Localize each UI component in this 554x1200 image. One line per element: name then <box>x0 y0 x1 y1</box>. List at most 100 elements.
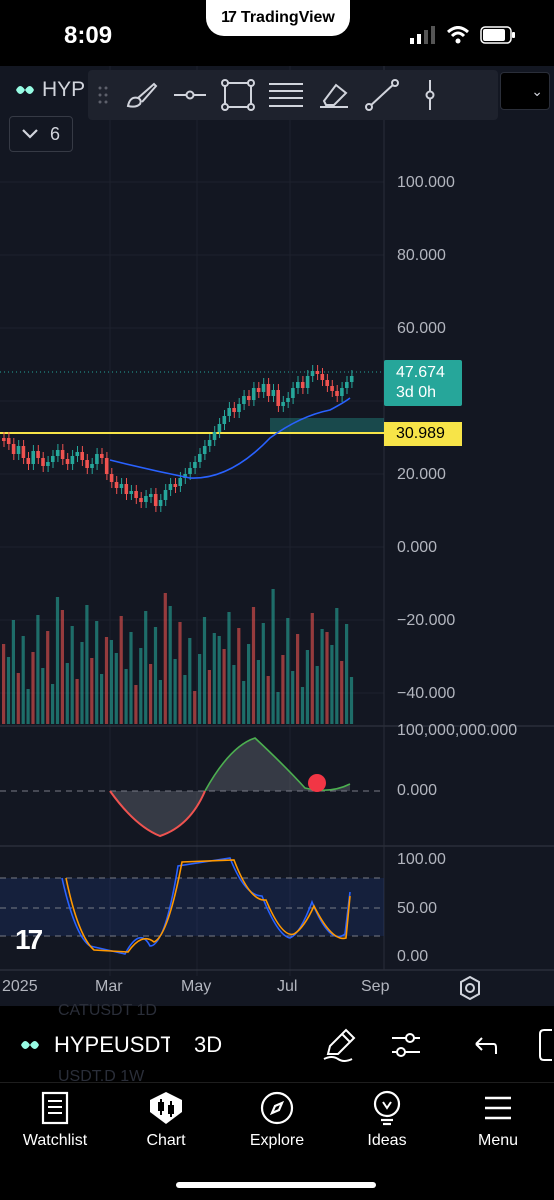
candle-body <box>340 388 344 396</box>
volume-bar <box>153 627 158 724</box>
moving-average-line <box>109 397 351 479</box>
bar-countdown: 3d 0h <box>396 384 437 401</box>
candle-body <box>315 371 320 374</box>
candle-body <box>193 462 197 468</box>
trend-line-icon[interactable] <box>358 70 406 120</box>
collapse-indicators-button[interactable]: 6 <box>9 116 73 152</box>
volume-bar <box>286 618 290 724</box>
vertical-line-icon[interactable] <box>406 70 454 120</box>
menu-icon <box>485 1096 511 1120</box>
lightbulb-icon <box>373 1090 401 1126</box>
volume-bar <box>330 645 334 724</box>
volume-bar <box>51 684 55 724</box>
nav-menu[interactable]: Menu <box>448 1090 548 1150</box>
rectangle-icon[interactable] <box>214 70 262 120</box>
chart-area[interactable] <box>0 66 554 1006</box>
candle-body <box>31 451 35 464</box>
volume-bar <box>124 669 128 724</box>
candle-body <box>124 484 129 494</box>
home-indicator[interactable] <box>176 1182 376 1188</box>
volume-bar <box>65 663 69 724</box>
nav-label: Chart <box>146 1132 186 1149</box>
interval-button[interactable]: 3D <box>194 1032 223 1057</box>
price-axis-label: 20.000 <box>397 466 446 483</box>
stoch-axis-label: 100.00 <box>397 851 446 868</box>
candle-body <box>139 498 143 502</box>
candle-body <box>158 500 163 506</box>
volume-bar <box>222 649 226 724</box>
candle-body <box>153 494 158 506</box>
indicators-icon[interactable] <box>390 1030 422 1060</box>
price-axis-label: −20.000 <box>397 612 456 629</box>
price-axis-label: 60.000 <box>397 320 446 337</box>
app-name: TradingView <box>240 9 335 26</box>
gear-icon[interactable] <box>458 976 482 1000</box>
macd-area-positive <box>205 738 350 791</box>
candle-body <box>129 491 133 494</box>
symbol-chip[interactable]: HYP <box>14 78 85 102</box>
volume-axis-label: 100,000,000.000 <box>397 722 518 739</box>
volume-bar <box>80 642 84 724</box>
volume-bar <box>242 681 246 724</box>
symbol-name[interactable]: HYPEUSDT <box>54 1032 170 1057</box>
volume-bar <box>21 636 25 724</box>
volume-bar <box>340 661 344 724</box>
hyperliquid-logo-icon <box>21 1041 39 1049</box>
candle-body <box>207 440 212 446</box>
chart-canvas[interactable] <box>0 66 554 1006</box>
symbol-bar: CATUSDT 1D USDT.D 1W <box>0 1002 554 1085</box>
candle-body <box>320 374 325 380</box>
fullscreen-icon[interactable] <box>536 1028 554 1062</box>
nav-explore[interactable]: Explore <box>227 1090 327 1150</box>
stoch-d-line <box>65 859 351 953</box>
volume-bar <box>75 679 79 724</box>
nav-chart[interactable]: Chart <box>116 1090 216 1150</box>
candle-body <box>198 454 202 462</box>
nav-ideas[interactable]: Ideas <box>337 1090 437 1150</box>
pen-icon[interactable] <box>322 1028 356 1062</box>
volume-bar <box>158 680 162 724</box>
candle-body <box>119 484 124 488</box>
interval-dropdown[interactable]: ⌄ <box>500 72 550 110</box>
candle-body <box>227 408 231 416</box>
brush-icon[interactable] <box>118 70 166 120</box>
stoch-k-line <box>61 857 351 955</box>
chevron-down-icon: ⌄ <box>531 82 543 99</box>
volume-bar <box>173 659 177 724</box>
candle-body <box>286 398 290 402</box>
drag-handle-icon[interactable] <box>88 70 118 120</box>
candle-body <box>100 454 104 458</box>
candle-body <box>11 444 16 454</box>
bottom-nav <box>0 1082 554 1200</box>
undo-icon[interactable] <box>472 1034 498 1056</box>
nav-label: Menu <box>477 1132 519 1149</box>
time-axis-label: 2025 <box>2 978 38 995</box>
candle-body <box>36 451 40 458</box>
volume-bar <box>46 631 50 724</box>
volume-bar <box>90 658 94 724</box>
price-axis-label: −40.000 <box>397 685 456 702</box>
volume-bar <box>183 675 187 724</box>
volume-bar <box>2 644 6 724</box>
macd-area-negative <box>110 791 205 836</box>
volume-bar <box>296 634 300 724</box>
candle-body <box>173 484 178 487</box>
candle-body <box>16 446 21 454</box>
wifi-icon <box>446 26 470 44</box>
nav-watchlist[interactable]: Watchlist <box>5 1090 105 1150</box>
candle-body <box>266 384 271 396</box>
candle-body <box>310 371 315 376</box>
horizontal-line-icon[interactable] <box>166 70 214 120</box>
volume-bar <box>104 637 109 724</box>
volume-bar <box>320 629 324 724</box>
highlighter-icon[interactable] <box>310 70 358 120</box>
candle-body <box>305 376 310 388</box>
volume-bar <box>345 624 349 724</box>
volume-bar <box>31 652 35 724</box>
candle-body <box>276 390 280 406</box>
fib-lines-icon[interactable] <box>262 70 310 120</box>
stoch-axis-label: 0.00 <box>397 948 429 965</box>
candle-body <box>80 452 84 460</box>
app-indicator[interactable]: 17 TradingView <box>206 0 350 36</box>
volume-bar <box>271 589 275 724</box>
